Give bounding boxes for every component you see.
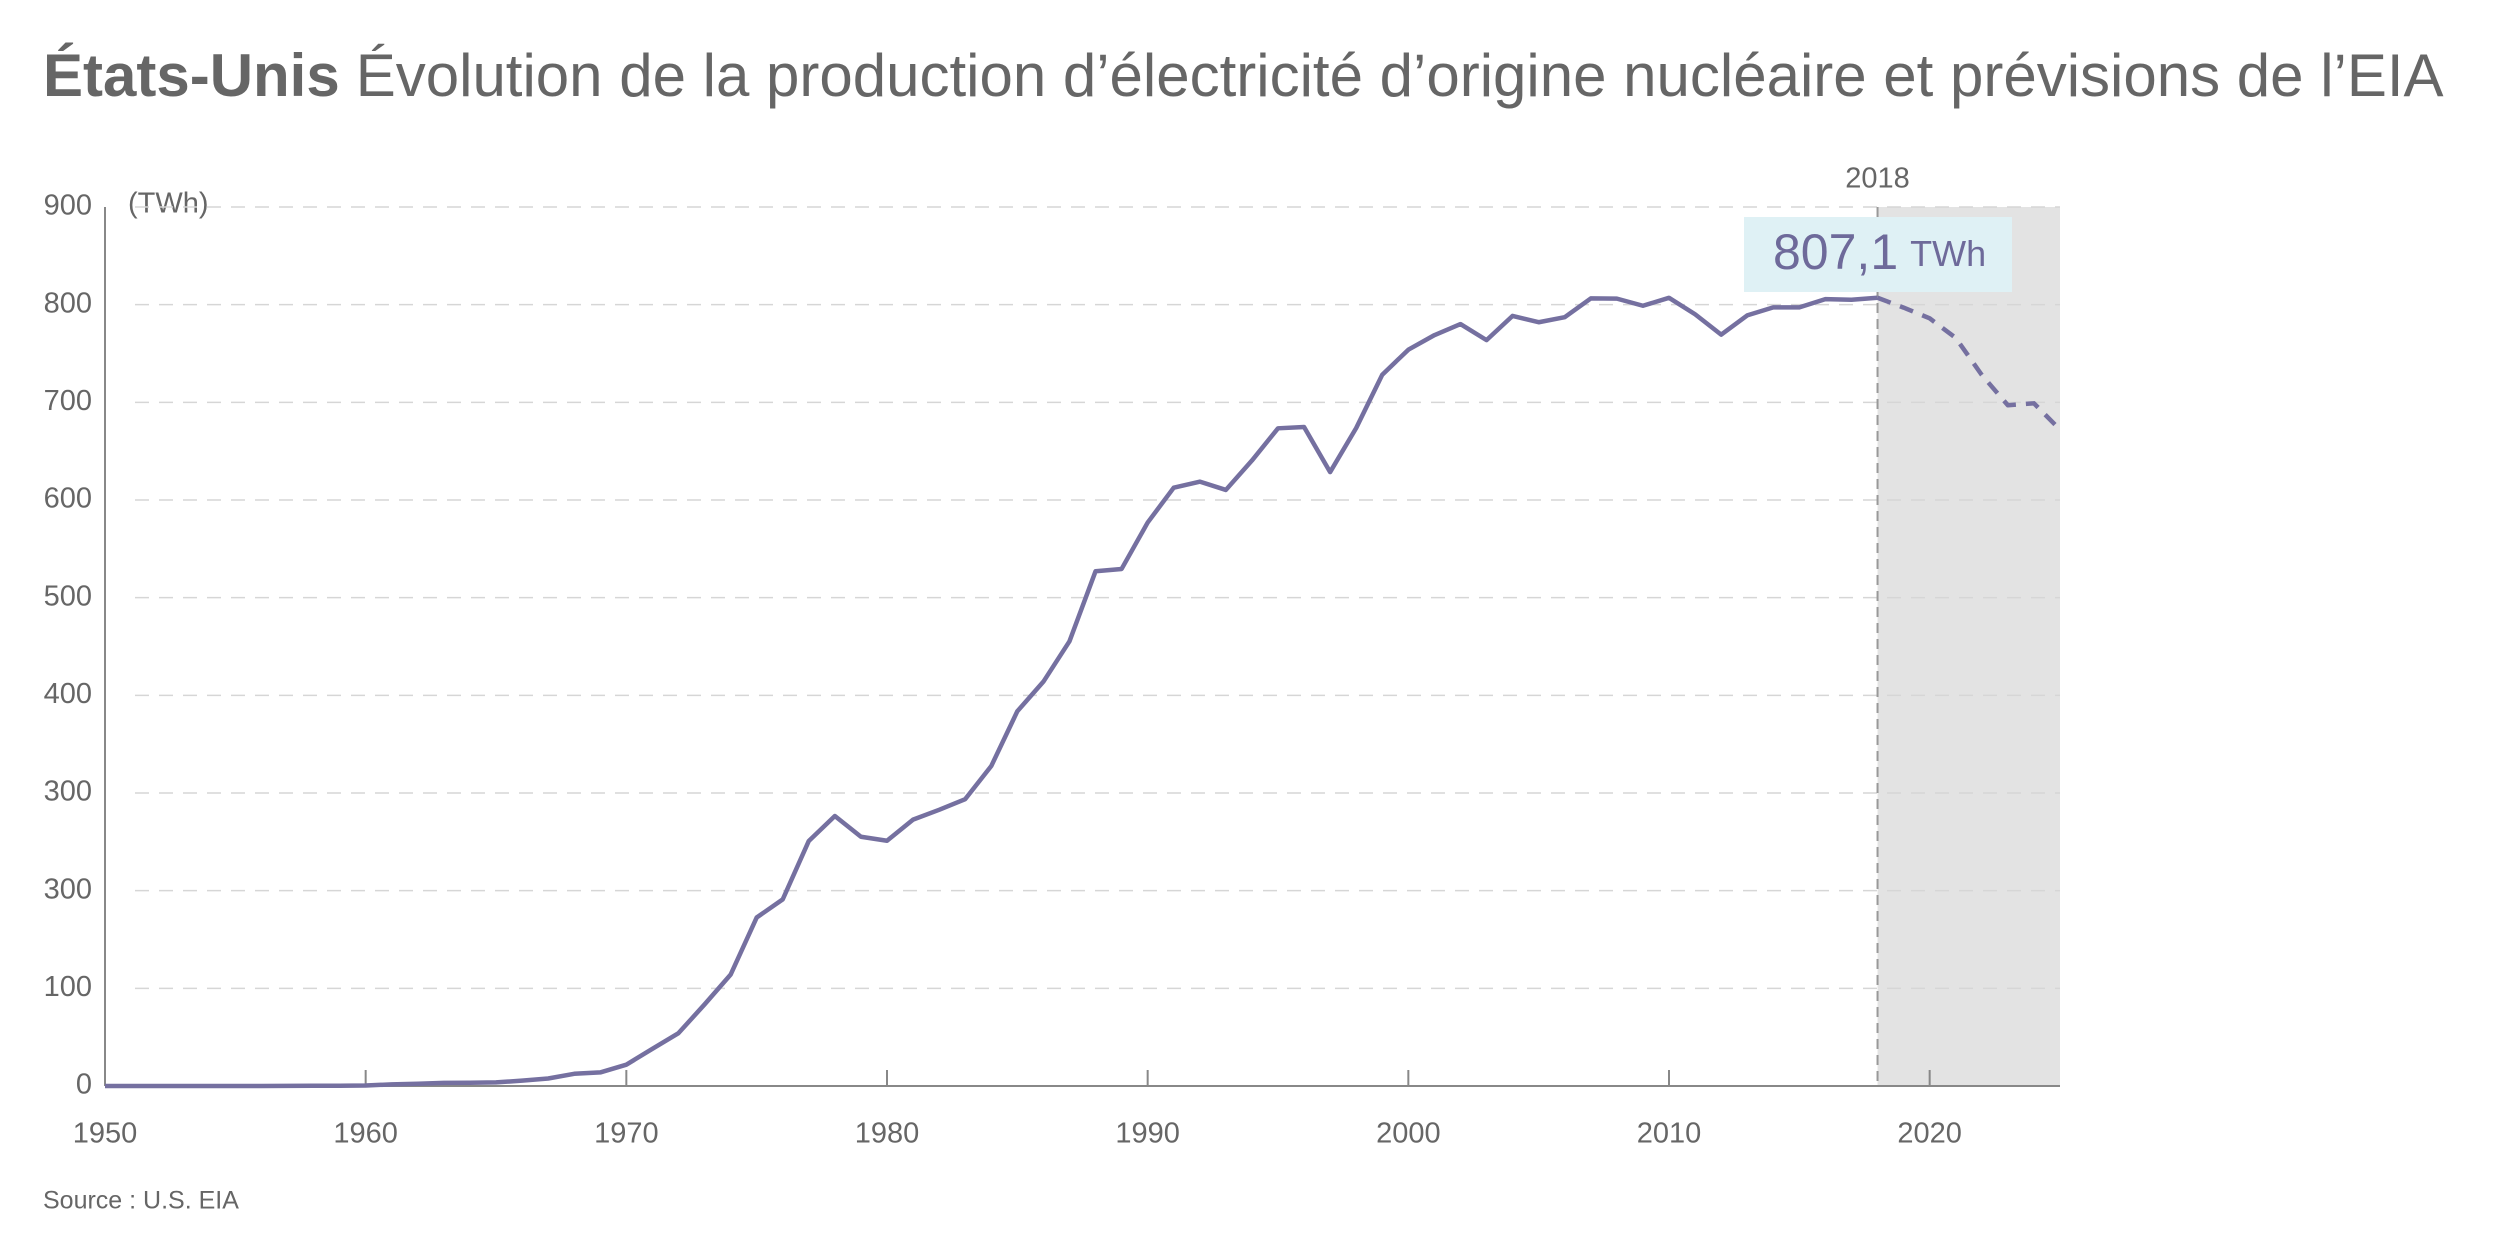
source: Source : U.S. EIA bbox=[43, 1187, 239, 1215]
x-tick-label: 1960 bbox=[333, 1118, 398, 1150]
chart-title: États-Unis Évolution de la production d’é… bbox=[43, 42, 2444, 109]
y-tick-label: 900 bbox=[44, 190, 92, 222]
y-tick-label: 800 bbox=[44, 287, 92, 319]
x-tick-label: 2010 bbox=[1637, 1118, 1702, 1150]
y-tick-label: 600 bbox=[44, 483, 92, 515]
annotation: 807,1 TWh bbox=[1773, 224, 1986, 280]
y-tick-label: 400 bbox=[44, 678, 92, 710]
x-tick-label: 2020 bbox=[1897, 1118, 1962, 1150]
series-line bbox=[105, 295, 1878, 1089]
x-tick-label: 1980 bbox=[855, 1118, 920, 1150]
forecast-band bbox=[1877, 207, 2060, 1086]
x-tick-label: 1990 bbox=[1115, 1118, 1180, 1150]
y-axis-label: (TWh) bbox=[128, 188, 209, 220]
x-tick-label: 2000 bbox=[1376, 1118, 1441, 1150]
x-tick-label: 1950 bbox=[73, 1118, 138, 1150]
y-tick-label: 500 bbox=[44, 580, 92, 612]
series-line bbox=[1876, 295, 2062, 432]
y-tick-label: 0 bbox=[76, 1069, 92, 1101]
y-tick-label: 700 bbox=[44, 385, 92, 417]
annotation-unit: TWh bbox=[1910, 233, 1986, 274]
y-tick-label: 300 bbox=[44, 776, 92, 808]
annotation-box bbox=[1744, 217, 2012, 292]
title-text: Évolution de la production d’électricité… bbox=[356, 42, 2444, 109]
forecast-year: 2018 bbox=[1845, 163, 1910, 195]
y-tick-label: 300 bbox=[44, 873, 92, 905]
x-tick-label: 1970 bbox=[594, 1118, 659, 1150]
y-tick-label: 100 bbox=[44, 971, 92, 1003]
annotation-value: 807,1 bbox=[1773, 224, 1898, 280]
title-country: États-Unis bbox=[43, 42, 340, 109]
